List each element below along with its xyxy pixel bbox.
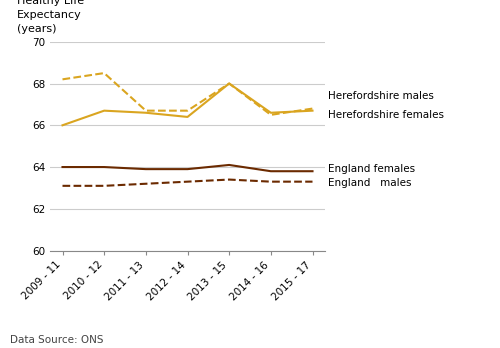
Text: Data Source: ONS: Data Source: ONS [10, 334, 104, 345]
Text: Healthy Life
Expectancy
(years): Healthy Life Expectancy (years) [17, 0, 84, 34]
Text: Herefordshire males: Herefordshire males [328, 91, 434, 101]
Text: England   males: England males [328, 178, 411, 188]
Text: England females: England females [328, 164, 415, 174]
Text: Herefordshire females: Herefordshire females [328, 110, 444, 120]
